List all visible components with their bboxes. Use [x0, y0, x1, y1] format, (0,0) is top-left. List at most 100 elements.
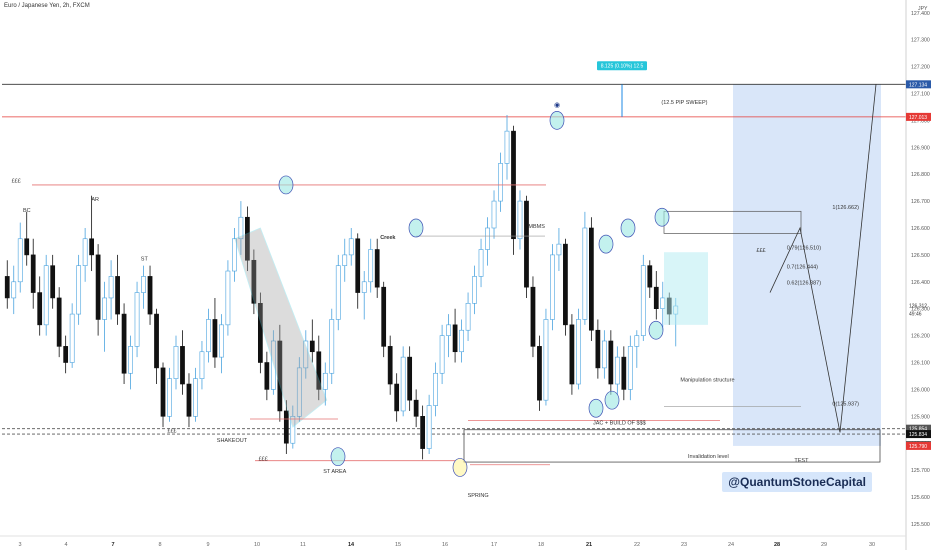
candle-body	[647, 265, 653, 288]
candle-body	[608, 340, 614, 385]
candle-body	[37, 292, 43, 326]
candle-body	[115, 276, 120, 315]
marker-circle	[549, 111, 565, 130]
candle-body	[550, 254, 555, 320]
candle-body	[225, 270, 231, 326]
candle-body	[50, 265, 56, 299]
price-tag-label: 125.854	[909, 427, 927, 433]
x-tick-label: 15	[395, 542, 401, 548]
candle-body	[485, 227, 490, 250]
price-tag-label: 126.312	[909, 303, 927, 309]
candle-body	[89, 238, 94, 256]
x-tick-label: 10	[254, 542, 260, 548]
y-tick-label: 125.600	[911, 495, 930, 501]
candle-body	[17, 238, 23, 283]
y-tick-label: 126.200	[911, 334, 930, 340]
candle-body	[640, 265, 646, 336]
candle-body	[537, 346, 542, 401]
x-tick-label: 4	[64, 542, 67, 548]
annotation-label: ST	[141, 256, 149, 262]
price-tag-bg	[906, 80, 931, 89]
y-tick-label: 127.000	[911, 118, 930, 124]
y-tick-label: 126.600	[911, 226, 930, 232]
candle-body	[232, 238, 237, 272]
creek-channel	[234, 227, 328, 428]
annotation-label: AR	[91, 197, 99, 203]
x-tick-label: 3	[18, 542, 21, 548]
y-tick-label: 126.100	[911, 361, 930, 367]
candle-body	[63, 346, 69, 363]
candle-body	[524, 200, 529, 288]
price-tag-bg	[906, 424, 931, 433]
annotation-label: Invalidation level	[688, 454, 729, 460]
candle-body	[69, 313, 75, 363]
annotation-label: £££	[167, 428, 176, 434]
candle-body	[173, 346, 179, 379]
x-tick-label: 16	[442, 542, 448, 548]
candle-body	[446, 324, 451, 336]
price-tag-bg	[906, 430, 931, 439]
x-tick-label: 18	[538, 542, 544, 548]
candle-body	[212, 319, 218, 358]
candle-body	[329, 319, 335, 374]
candle-body	[82, 238, 88, 266]
price-tag-label: 125.834	[909, 432, 927, 438]
candle-body	[556, 243, 562, 256]
candle-body	[361, 281, 367, 293]
candle-body	[621, 356, 627, 390]
annotation-label: Manipulation structure	[680, 377, 734, 383]
x-tick-label: 28	[774, 542, 780, 548]
candle-body	[193, 378, 198, 417]
x-tick-label: 17	[491, 542, 497, 548]
y-tick-label: 127.300	[911, 38, 930, 44]
candle-body	[478, 249, 484, 277]
candle-body	[355, 238, 361, 293]
candle-body	[147, 276, 153, 315]
candle-body	[381, 286, 387, 347]
candle-body	[653, 286, 659, 310]
candle-body	[634, 335, 640, 347]
eye-icon: ◉	[554, 101, 560, 109]
candle-body	[206, 319, 211, 353]
candle-body	[121, 313, 127, 374]
candle-body	[433, 372, 438, 406]
annotation-label: 0.79(126.510)	[787, 246, 821, 252]
candle-body	[264, 362, 270, 390]
candle-body	[400, 356, 406, 412]
x-tick-label: 29	[821, 542, 827, 548]
candle-body	[199, 351, 205, 379]
candle-body	[56, 297, 62, 347]
annotation-label: 0.62(126.387)	[787, 280, 821, 286]
marker-circle	[278, 175, 294, 195]
y-tick-label: 126.300	[911, 307, 930, 313]
annotation-label: 0(125.937)	[832, 402, 859, 408]
candle-body	[530, 286, 536, 347]
price-tag-label: 127.013	[909, 115, 927, 121]
y-tick-label: 127.200	[911, 65, 930, 71]
candle-body	[277, 340, 283, 412]
candle-body	[108, 276, 114, 299]
candle-body	[30, 254, 36, 293]
y-tick-label: 126.700	[911, 199, 930, 205]
annotation-label: £££	[259, 457, 268, 463]
y-tick-label: 125.700	[911, 468, 930, 474]
marker-circle	[452, 458, 468, 477]
candle-body	[368, 249, 374, 283]
candle-body	[180, 346, 185, 385]
candle-body	[569, 324, 575, 385]
candle-body	[296, 367, 302, 417]
annotation-label: ST AREA	[323, 469, 346, 475]
annotation-label: SPRING	[468, 493, 489, 499]
candle-body	[498, 163, 503, 202]
x-tick-label: 9	[206, 542, 209, 548]
price-tag-bg	[906, 112, 931, 121]
y-tick-label: 126.900	[911, 145, 930, 151]
measure-label: 8.125 (0.10%) 12.5	[601, 64, 644, 70]
candle-body	[407, 356, 413, 401]
candle-body	[342, 254, 348, 266]
candle-body	[517, 200, 523, 240]
candle-body	[154, 313, 159, 369]
candle-body	[283, 410, 289, 444]
candle-body	[335, 265, 341, 320]
